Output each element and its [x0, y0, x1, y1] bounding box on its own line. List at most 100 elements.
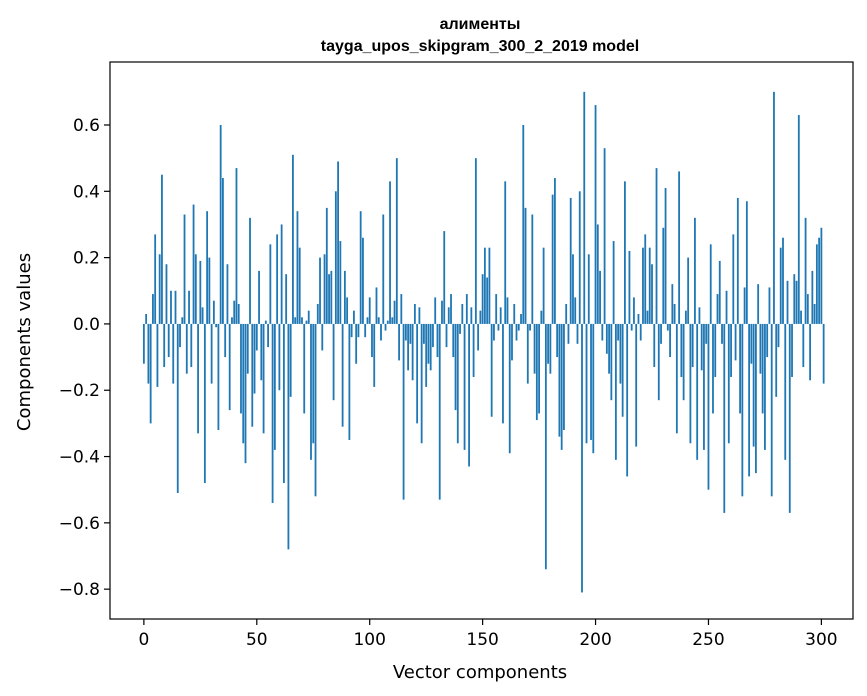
bar [497, 323, 500, 331]
bar [712, 323, 714, 414]
bar [260, 323, 263, 381]
bar [285, 274, 288, 324]
bar [366, 317, 369, 324]
bar [743, 287, 746, 324]
bar [244, 323, 247, 464]
bar [563, 323, 565, 431]
bar [438, 323, 441, 500]
bar [639, 323, 642, 341]
bar [820, 227, 823, 324]
chart-title: алименты [440, 16, 521, 33]
x-tick-label: 250 [692, 630, 724, 650]
bar [621, 323, 624, 417]
bar [612, 241, 615, 324]
bar [675, 323, 678, 434]
bar [700, 323, 703, 371]
x-tick-label: 200 [579, 630, 611, 650]
bar [163, 323, 166, 368]
bar [427, 323, 430, 364]
bar [224, 323, 227, 358]
bar [212, 300, 215, 324]
bar [800, 310, 802, 324]
bar [495, 294, 498, 324]
bar [289, 323, 292, 397]
bar [637, 313, 640, 324]
bar [479, 310, 482, 324]
bar [362, 237, 364, 324]
bar [754, 323, 757, 474]
y-tick-label: −0.6 [59, 514, 100, 534]
bar [662, 227, 665, 324]
chart-subtitle: tayga_upos_skipgram_300_2_2019 model [321, 38, 639, 55]
bar [477, 323, 480, 351]
bar [167, 323, 170, 358]
bar [219, 124, 222, 324]
bar [282, 323, 285, 484]
bar [626, 323, 629, 477]
bar [149, 323, 152, 424]
bar [493, 323, 495, 341]
x-tick-label: 100 [353, 630, 385, 650]
bar [355, 323, 358, 364]
bar [619, 323, 622, 384]
bar [262, 323, 265, 434]
bar [524, 207, 527, 324]
bar [560, 323, 563, 450]
bar [242, 323, 245, 444]
bar [472, 323, 475, 377]
bar [585, 323, 588, 444]
bar [590, 323, 592, 440]
bar [773, 91, 775, 324]
bar [172, 323, 175, 384]
bar [716, 294, 719, 324]
bar [793, 274, 796, 324]
bar [515, 323, 518, 341]
bar [447, 307, 450, 324]
bar [786, 280, 789, 324]
bar [364, 323, 367, 338]
y-tick-label: 0.6 [73, 116, 100, 136]
bar [705, 323, 708, 344]
bar [158, 254, 161, 324]
bar [818, 237, 821, 324]
bar [418, 307, 421, 324]
bar [228, 323, 231, 411]
bar [608, 323, 610, 374]
bar [531, 214, 534, 324]
bar [694, 217, 696, 324]
bar [739, 323, 741, 414]
bar [325, 207, 328, 324]
bar [203, 323, 206, 484]
bar [249, 217, 251, 324]
bar [687, 257, 690, 324]
bar [368, 297, 371, 324]
bar [635, 323, 638, 447]
bar [628, 250, 631, 324]
bar [258, 270, 260, 324]
bar [748, 323, 751, 477]
bar [237, 304, 240, 324]
bar [314, 323, 317, 497]
bar [461, 304, 464, 324]
bar [384, 323, 387, 331]
bar [343, 270, 346, 324]
bar [201, 307, 204, 324]
bar [303, 323, 306, 414]
bar [409, 323, 412, 344]
bar [752, 323, 755, 447]
bar [506, 297, 509, 324]
bar [653, 323, 656, 368]
bar [651, 264, 653, 324]
bar [411, 323, 414, 381]
bar [709, 244, 712, 324]
bar [684, 310, 687, 324]
bar [425, 323, 428, 387]
bar [393, 300, 396, 324]
bar [445, 323, 448, 348]
bar [339, 241, 342, 324]
bar [802, 323, 805, 368]
bar [795, 280, 798, 324]
bar [671, 284, 674, 324]
bar [682, 323, 685, 401]
